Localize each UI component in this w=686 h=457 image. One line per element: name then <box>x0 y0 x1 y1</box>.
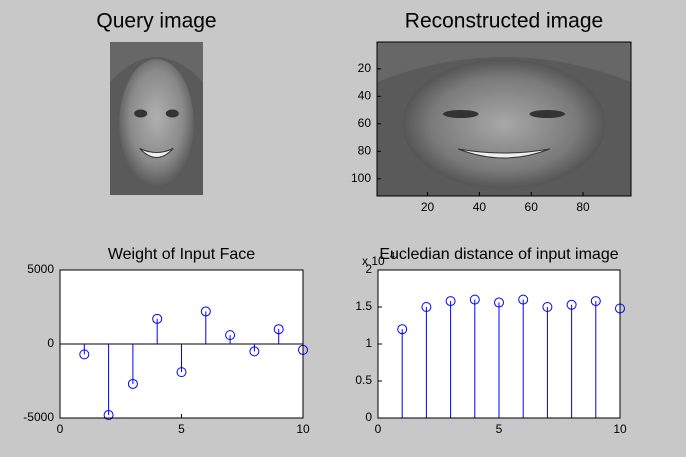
y-tick-label: 20 <box>358 61 372 75</box>
chart-title: Eucledian distance of input image <box>379 246 618 263</box>
x-tick-label: 40 <box>473 200 487 214</box>
image-face <box>119 59 193 188</box>
y-tick-label: 1 <box>365 336 372 350</box>
y-tick-label: -5000 <box>23 410 54 424</box>
y-tick-label: 40 <box>358 88 372 102</box>
image-eye <box>529 110 565 118</box>
y-tick-label: 60 <box>358 116 372 130</box>
image-eye <box>166 110 179 118</box>
y-tick-label: 1.5 <box>355 299 372 313</box>
chart-title: Reconstructed image <box>405 10 603 33</box>
image-eye <box>443 110 479 118</box>
chart-title: Weight of Input Face <box>108 246 255 263</box>
chart-title: Query image <box>96 10 216 33</box>
x-tick-label: 20 <box>421 200 435 214</box>
image-eye <box>134 110 147 118</box>
page: Query imageReconstructed image2040608020… <box>0 0 686 457</box>
x-tick-label: 0 <box>57 422 64 436</box>
y-tick-label: 0 <box>47 336 54 350</box>
y-multiplier: x 10 <box>362 254 385 268</box>
y-tick-label: 5000 <box>27 262 54 276</box>
y-tick-label: 80 <box>358 143 372 157</box>
x-tick-label: 10 <box>613 422 627 436</box>
x-tick-label: 10 <box>296 422 310 436</box>
x-tick-label: 5 <box>496 422 503 436</box>
y-exponent: 4 <box>390 250 395 260</box>
y-tick-label: 100 <box>351 171 371 185</box>
image-face <box>402 59 605 188</box>
y-tick-label: 0.5 <box>355 373 372 387</box>
x-tick-label: 60 <box>525 200 539 214</box>
x-tick-label: 80 <box>576 200 590 214</box>
x-tick-label: 5 <box>178 422 185 436</box>
x-tick-label: 0 <box>375 422 382 436</box>
figure: Query imageReconstructed image2040608020… <box>0 0 686 457</box>
y-tick-label: 0 <box>365 410 372 424</box>
